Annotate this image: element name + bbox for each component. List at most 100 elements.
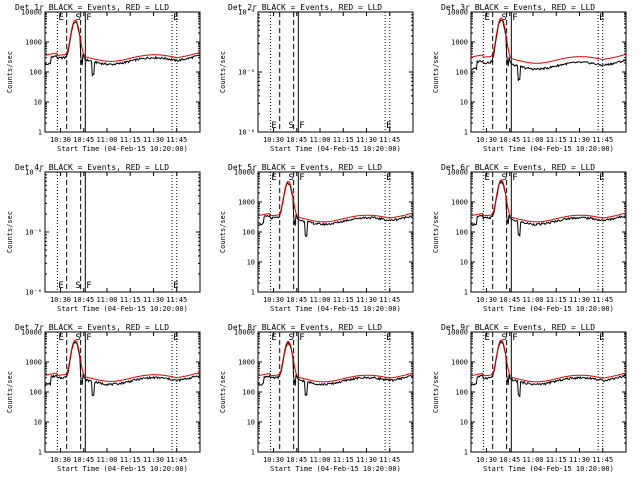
marker-label-e: E: [58, 333, 63, 343]
y-axis-label: Counts/sec: [432, 51, 440, 93]
x-tick-label: 10:30: [476, 136, 497, 144]
y-tick-label: 10000: [234, 169, 255, 177]
x-tick-label: 10:45: [73, 456, 94, 464]
marker-label-s: S: [501, 333, 506, 343]
x-tick-label: 11:15: [546, 296, 567, 304]
x-tick-label: 11:30: [356, 456, 377, 464]
marker-label-s: S: [288, 121, 293, 131]
panel-title: Det 2r BLACK = Events, RED = LLD: [228, 3, 382, 12]
x-axis-label: Start Time (04-Feb-15 10:20:00): [57, 465, 188, 473]
x-tick-label: 11:30: [143, 296, 164, 304]
x-tick-label: 10:45: [499, 136, 520, 144]
x-tick-label: 10:45: [286, 456, 307, 464]
x-tick-label: 11:45: [592, 136, 613, 144]
y-tick-label: 1000: [25, 359, 42, 367]
y-tick-label: 1: [38, 449, 42, 457]
marker-label-s: S: [288, 333, 293, 343]
lld-series-line: [257, 180, 414, 223]
x-tick-label: 11:15: [120, 456, 141, 464]
x-axis-label: Start Time (04-Feb-15 10:20:00): [270, 305, 401, 313]
marker-label-e: E: [271, 173, 276, 183]
panel-6: Det 6r BLACK = Events, RED = LLD 1 10 100 10…: [432, 163, 627, 313]
y-tick-label: 100: [242, 389, 255, 397]
x-tick-label: 11:30: [143, 136, 164, 144]
y-tick-label: 10000: [21, 9, 42, 17]
y-tick-label: 10⁻⁵: [238, 69, 255, 77]
y-tick-label: 1000: [238, 199, 255, 207]
y-axis-label: Counts/sec: [432, 211, 440, 253]
marker-label-e: E: [599, 173, 604, 183]
y-tick-label: 10⁻⁶: [238, 129, 255, 137]
x-tick-label: 11:15: [333, 136, 354, 144]
y-axis-label: Counts/sec: [432, 371, 440, 413]
marker-label-e: E: [173, 13, 178, 23]
x-tick-label: 11:45: [379, 456, 400, 464]
x-tick-label: 11:00: [309, 136, 330, 144]
y-tick-label: 100: [455, 69, 468, 77]
lld-series-line: [470, 339, 627, 383]
panel-title: Det 1r BLACK = Events, RED = LLD: [15, 3, 169, 12]
marker-label-e: E: [386, 121, 391, 131]
x-tick-label: 11:30: [569, 136, 590, 144]
marker-label-s: S: [75, 281, 80, 291]
x-tick-label: 10:30: [263, 136, 284, 144]
y-axis-label: Counts/sec: [6, 51, 14, 93]
marker-label-f: F: [512, 13, 517, 23]
lld-series-line: [257, 340, 414, 383]
y-tick-label: 10000: [447, 329, 468, 337]
marker-label-f: F: [86, 333, 91, 343]
x-tick-label: 11:00: [96, 456, 117, 464]
marker-label-e: E: [484, 13, 489, 23]
x-tick-label: 10:45: [73, 296, 94, 304]
y-tick-label: 10000: [21, 329, 42, 337]
x-tick-label: 10:30: [263, 296, 284, 304]
y-tick-label: 1000: [238, 359, 255, 367]
x-tick-label: 11:00: [522, 136, 543, 144]
x-tick-label: 10:45: [286, 136, 307, 144]
x-axis-label: Start Time (04-Feb-15 10:20:00): [270, 145, 401, 153]
lld-series-line: [470, 179, 627, 223]
x-axis-label: Start Time (04-Feb-15 10:20:00): [57, 305, 188, 313]
y-tick-label: 1000: [25, 39, 42, 47]
y-tick-label: 1000: [451, 199, 468, 207]
x-tick-label: 10:45: [499, 456, 520, 464]
marker-label-e: E: [173, 281, 178, 291]
x-tick-label: 11:45: [166, 136, 187, 144]
y-tick-label: 10: [460, 259, 468, 267]
panel-title: Det 5r BLACK = Events, RED = LLD: [228, 163, 382, 172]
marker-label-e: E: [599, 333, 604, 343]
y-tick-label: 100: [455, 389, 468, 397]
y-tick-label: 10000: [234, 329, 255, 337]
marker-label-e: E: [58, 13, 63, 23]
x-tick-label: 11:00: [522, 296, 543, 304]
y-tick-label: 1000: [451, 39, 468, 47]
y-axis-label: Counts/sec: [219, 51, 227, 93]
panel-title: Det 3r BLACK = Events, RED = LLD: [441, 3, 595, 12]
marker-label-e: E: [271, 333, 276, 343]
y-tick-label: 10⁻⁴: [238, 9, 255, 17]
panel-title: Det 6r BLACK = Events, RED = LLD: [441, 163, 595, 172]
marker-label-s: S: [288, 173, 293, 183]
x-axis-label: Start Time (04-Feb-15 10:20:00): [483, 305, 614, 313]
y-tick-label: 10: [34, 99, 42, 107]
lld-series-line: [470, 17, 627, 64]
x-tick-label: 11:30: [143, 456, 164, 464]
panel-9: Det 9r BLACK = Events, RED = LLD 1 10 100 10…: [432, 323, 627, 473]
lld-series-line: [44, 19, 201, 62]
marker-label-e: E: [386, 173, 391, 183]
marker-label-e: E: [599, 13, 604, 23]
x-axis-label: Start Time (04-Feb-15 10:20:00): [483, 465, 614, 473]
x-tick-label: 11:45: [166, 456, 187, 464]
y-axis-label: Counts/sec: [219, 211, 227, 253]
panel-5: Det 5r BLACK = Events, RED = LLD 1 10 100 10…: [219, 163, 414, 313]
x-tick-label: 11:45: [592, 296, 613, 304]
marker-label-e: E: [484, 173, 489, 183]
marker-label-e: E: [386, 333, 391, 343]
x-tick-label: 11:45: [592, 456, 613, 464]
x-tick-label: 10:30: [50, 136, 71, 144]
x-tick-label: 11:30: [356, 136, 377, 144]
y-tick-label: 100: [242, 229, 255, 237]
y-tick-label: 100: [29, 69, 42, 77]
y-tick-label: 1: [464, 129, 468, 137]
